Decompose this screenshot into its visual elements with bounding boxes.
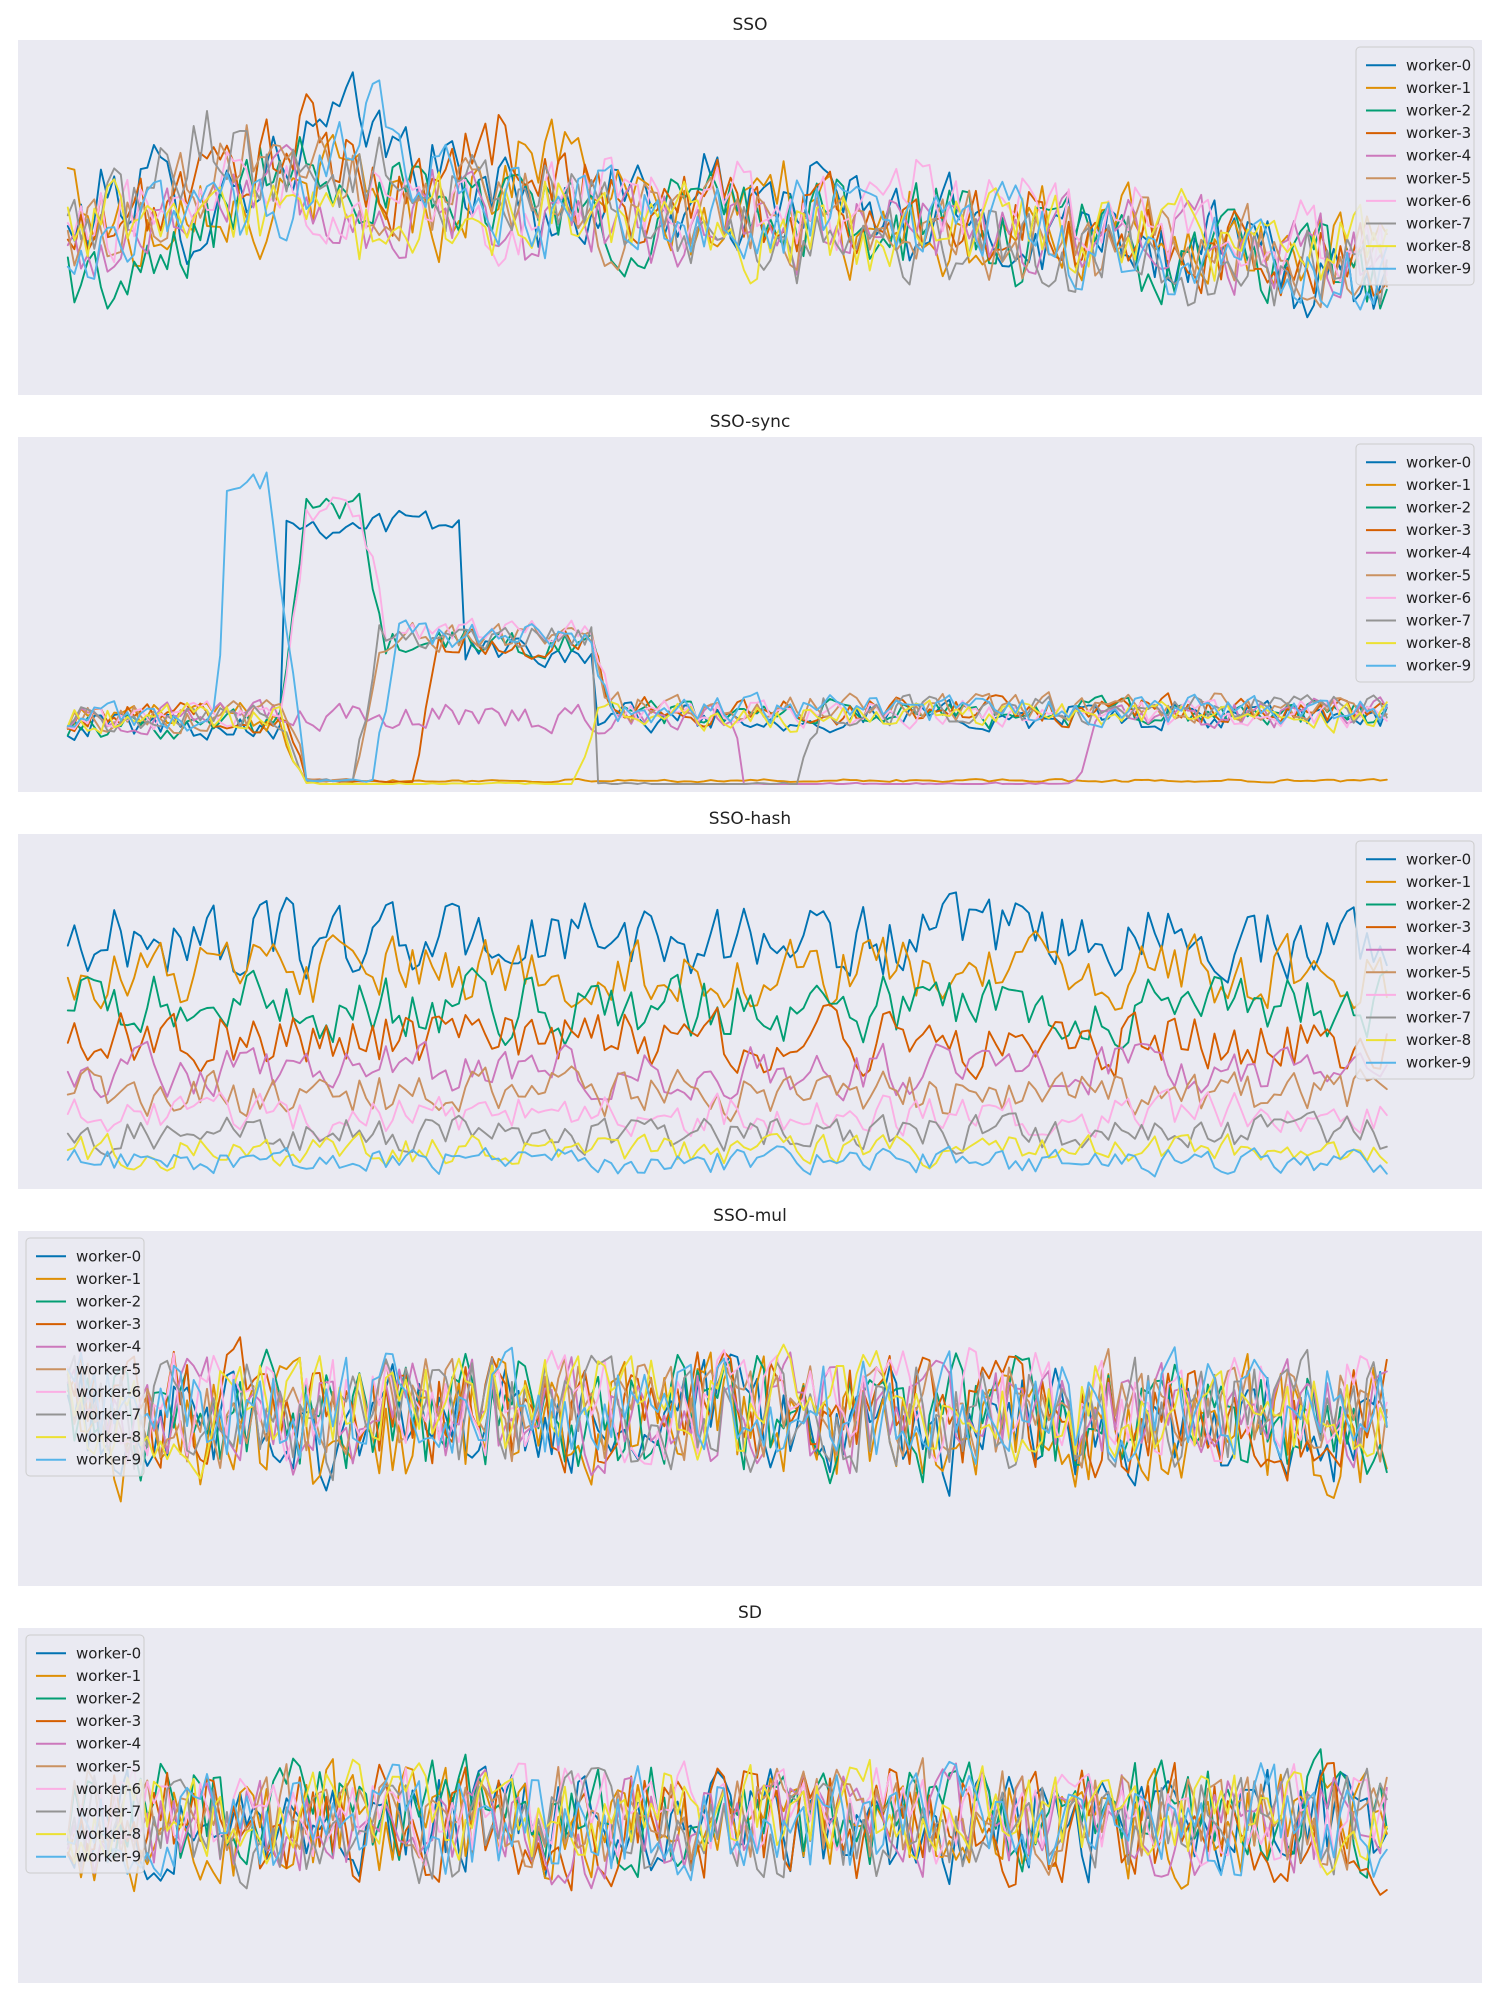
legend-label-worker-0: worker-0	[1406, 850, 1471, 868]
series-line-worker-4	[66, 1351, 1388, 1477]
legend-label-worker-6: worker-6	[76, 1383, 141, 1401]
legend-label-worker-6: worker-6	[76, 1780, 141, 1798]
series-line-worker-9	[66, 1346, 1388, 1465]
legend-label-worker-9: worker-9	[1406, 260, 1471, 278]
legend-label-worker-4: worker-4	[76, 1735, 141, 1753]
legend-label-worker-7: worker-7	[1406, 612, 1471, 630]
series-line-worker-7	[66, 1110, 1388, 1157]
legend-label-worker-5: worker-5	[76, 1757, 141, 1775]
series-line-worker-1	[66, 701, 1388, 784]
legend-label-worker-8: worker-8	[1406, 237, 1471, 255]
legend-label-worker-9: worker-9	[76, 1848, 141, 1866]
legend-label-worker-1: worker-1	[1406, 79, 1471, 97]
legend: worker-0 worker-1 worker-2 worker-3 worker-4…	[25, 1634, 145, 1874]
legend-label-worker-4: worker-4	[1406, 941, 1471, 959]
legend-label-worker-4: worker-4	[1406, 147, 1471, 165]
legend-label-worker-2: worker-2	[76, 1293, 141, 1311]
series-line-worker-7	[66, 110, 1388, 307]
series-line-worker-7	[66, 624, 1388, 785]
series-line-worker-9	[66, 1145, 1388, 1178]
legend-label-worker-2: worker-2	[76, 1690, 141, 1708]
panel-sso: SSOworker-0worker-1worker-2worker-3worke…	[18, 15, 1482, 395]
legend-label-worker-1: worker-1	[1406, 476, 1471, 494]
series-line-worker-6	[66, 1088, 1388, 1141]
legend-label-worker-6: worker-6	[1406, 589, 1471, 607]
panel-title: SSO-hash	[709, 809, 791, 829]
series-line-worker-1	[66, 930, 1388, 1011]
plot-area	[18, 437, 1482, 792]
panel-title: SSO	[733, 15, 768, 35]
legend: worker-0 worker-1 worker-2 worker-3 worker-4…	[1355, 46, 1475, 286]
panel-title: SSO-sync	[710, 412, 791, 432]
series-line-worker-6	[66, 1760, 1388, 1869]
panel-title: SD	[738, 1603, 762, 1623]
series-line-worker-0	[66, 1765, 1388, 1886]
legend-label-worker-7: worker-7	[76, 1406, 141, 1424]
legend-box	[1355, 46, 1475, 286]
legend-box	[25, 1634, 145, 1874]
legend-label-worker-2: worker-2	[1406, 102, 1471, 120]
series-line-worker-3	[66, 1336, 1388, 1482]
legend-label-worker-8: worker-8	[1406, 634, 1471, 652]
legend-label-worker-2: worker-2	[1406, 896, 1471, 914]
series-line-worker-6	[66, 151, 1388, 283]
series-line-worker-9	[66, 1760, 1388, 1882]
legend-label-worker-7: worker-7	[1406, 215, 1471, 233]
legend-label-worker-0: worker-0	[76, 1644, 141, 1662]
legend-label-worker-1: worker-1	[76, 1667, 141, 1685]
legend-label-worker-5: worker-5	[76, 1360, 141, 1378]
legend-label-worker-8: worker-8	[1406, 1031, 1471, 1049]
legend-label-worker-8: worker-8	[76, 1825, 141, 1843]
legend-label-worker-3: worker-3	[1406, 521, 1471, 539]
legend-label-worker-0: worker-0	[76, 1247, 141, 1265]
legend-label-worker-7: worker-7	[76, 1803, 141, 1821]
series-line-worker-4	[66, 144, 1388, 299]
legend: worker-0 worker-1 worker-2 worker-3 worker-4…	[1355, 840, 1475, 1080]
legend-label-worker-3: worker-3	[1406, 918, 1471, 936]
plot-area	[18, 834, 1482, 1189]
legend-label-worker-4: worker-4	[1406, 544, 1471, 562]
series-line-worker-8	[66, 699, 1388, 785]
legend-label-worker-0: worker-0	[1406, 56, 1471, 74]
legend-box	[1355, 840, 1475, 1080]
legend-label-worker-9: worker-9	[1406, 1054, 1471, 1072]
legend-label-worker-2: worker-2	[1406, 499, 1471, 517]
legend-label-worker-4: worker-4	[76, 1338, 141, 1356]
series-line-worker-0	[66, 891, 1388, 984]
legend-box	[25, 1237, 145, 1477]
panel-sso-sync: SSO-sync worker-0 worker-1 worker-2 worker-3…	[18, 412, 1482, 792]
legend-label-worker-1: worker-1	[76, 1270, 141, 1288]
legend-label-worker-8: worker-8	[76, 1428, 141, 1446]
legend-label-worker-9: worker-9	[76, 1451, 141, 1469]
legend-label-worker-7: worker-7	[1406, 1009, 1471, 1027]
legend-label-worker-5: worker-5	[1406, 963, 1471, 981]
series-line-worker-3	[66, 1003, 1388, 1080]
legend-label-worker-1: worker-1	[1406, 873, 1471, 891]
legend: worker-0 worker-1 worker-2 worker-3 worker-4…	[25, 1237, 145, 1477]
legend-label-worker-3: worker-3	[1406, 124, 1471, 142]
legend-label-worker-5: worker-5	[1406, 566, 1471, 584]
series-line-worker-2	[66, 967, 1388, 1050]
panel-sso-mul: SSO-mulworker-0worker-1worker-2worker-3w…	[18, 1206, 1482, 1586]
series-line-worker-7	[66, 1348, 1388, 1482]
legend-label-worker-0: worker-0	[1406, 453, 1471, 471]
panel-sd: SDworker-0worker-1worker-2worker-3worker…	[18, 1603, 1482, 1983]
series-line-worker-9	[66, 471, 1388, 783]
legend: worker-0 worker-1 worker-2 worker-3 worker-4…	[1355, 443, 1475, 683]
series-line-worker-6	[66, 1347, 1388, 1466]
legend-label-worker-9: worker-9	[1406, 657, 1471, 675]
panel-sso-hash: SSO-hash worker-0 worker-1 worker-2 worker-3…	[18, 809, 1482, 1189]
legend-label-worker-6: worker-6	[1406, 192, 1471, 210]
panel-title: SSO-mul	[713, 1206, 787, 1226]
legend-box	[1355, 443, 1475, 683]
series-line-worker-9	[66, 79, 1388, 311]
legend-label-worker-5: worker-5	[1406, 169, 1471, 187]
legend-label-worker-3: worker-3	[76, 1712, 141, 1730]
series-line-worker-4	[66, 1040, 1388, 1102]
legend-label-worker-6: worker-6	[1406, 986, 1471, 1004]
legend-label-worker-3: worker-3	[76, 1315, 141, 1333]
